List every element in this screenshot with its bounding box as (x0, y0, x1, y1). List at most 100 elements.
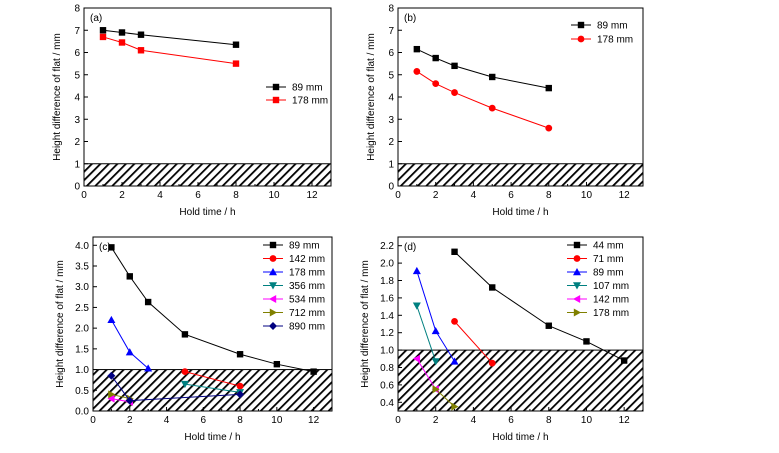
panel-d-ytick-label-3: 1.0 (380, 346, 394, 357)
panel-c-axes-frame (92, 236, 333, 412)
panel-b-xtick-label-6: 12 (619, 190, 631, 201)
panel-d-ytick-label-0: 0.4 (380, 398, 394, 409)
panel-b-series-89mm-marker-3 (489, 73, 496, 81)
panel-b-legend-178mm-text: 178 mm (597, 35, 633, 46)
panel-b-xtick-label-2: 4 (471, 190, 477, 201)
panel-a-legend-89mm-text: 89 mm (292, 83, 323, 94)
panel-d-ytick-label-8: 2.0 (380, 259, 394, 270)
panel-a-series-89mm-marker-0 (99, 27, 107, 34)
panel-c-xtick-label-3: 6 (201, 415, 207, 426)
panel-c-ytick-label-7: 3.5 (75, 262, 89, 273)
panel-d-series-89mm-line (416, 270, 455, 362)
panel-d-series-178mm-marker-0 (432, 385, 440, 394)
panel-d-ytick-label-2: 0.8 (380, 363, 394, 374)
panel-c-series-142mm-marker-1 (236, 382, 244, 390)
panel-b-series-89mm-marker-0 (413, 45, 421, 53)
panel-b-ytick-label-6: 6 (388, 48, 394, 59)
panel-b-ytick-label-0: 0 (388, 182, 394, 193)
panel-d-series-44mm-marker-2 (545, 322, 552, 329)
panel-c-xtick-label-4: 8 (237, 415, 243, 426)
panel-c-xtick-label-2: 4 (164, 415, 170, 426)
panel-c-series-89mm-marker-6 (310, 368, 317, 375)
panel-c-series-178mm-marker-1 (125, 348, 134, 356)
panel-d-ytick-label-9: 2.2 (380, 241, 394, 252)
panel-d-series-178mm-marker-1 (451, 402, 459, 411)
panel-d-xtick-label-3: 6 (508, 415, 514, 426)
panel-d-legend-142mm-text: 142 mm (593, 295, 629, 306)
panel-d-legend-107mm-text: 107 mm (593, 281, 629, 292)
panel-d-xtick-label-2: 4 (471, 415, 477, 426)
panel-a-series-178mm-marker-0 (99, 33, 107, 41)
panel-a-ytick-label-5: 5 (74, 70, 80, 81)
panel-d-ytick-label-5: 1.4 (380, 311, 394, 322)
panel-c-hatched-band (92, 369, 333, 412)
panel-a-xtick-label-1: 2 (119, 190, 125, 201)
panel-c-legend-178mm-text: 178 mm (289, 268, 325, 279)
panel-c-legend-356mm-marker-0 (269, 282, 277, 290)
panel-b-ytick-label-7: 7 (388, 26, 394, 37)
panel-b-hatched-band (397, 163, 644, 187)
panel-d-series-107mm-marker-1 (431, 358, 440, 366)
panel-b-ytick-label-8: 8 (388, 4, 394, 15)
panel-a-xtick-label-0: 0 (81, 190, 87, 201)
panel-d-ylabel: Height difference of flat / mm (360, 260, 371, 388)
panel-d-series-44mm-marker-1 (489, 284, 496, 291)
panel-c-series-142mm-marker-0 (181, 368, 189, 376)
panel-a-ytick-label-1: 1 (74, 159, 80, 170)
panel-c-legend-142mm-marker-0 (269, 255, 277, 262)
panel-c-legend-89mm-marker-0 (269, 241, 277, 249)
panel-b-series-89mm-marker-2 (451, 62, 458, 70)
panel-c-ytick-label-1: 0.5 (75, 386, 89, 397)
panel-a-xtick-label-6: 12 (306, 190, 318, 201)
panel-c-xtick-label-1: 2 (127, 415, 133, 426)
panel-a-hatched-band (83, 163, 332, 187)
panel-a-series-178mm-marker-3 (232, 60, 240, 67)
panel-c-legend-356mm-text: 356 mm (289, 281, 325, 292)
panel-c-ytick-label-8: 4.0 (75, 241, 89, 252)
panel-b-series-178mm-marker-3 (488, 104, 496, 112)
panel-d-ytick-label-4: 1.2 (380, 328, 394, 339)
panel-c-series-89mm-marker-1 (126, 273, 133, 280)
panel-d-ytick-label-1: 0.6 (380, 380, 394, 391)
panel-a-legend-89mm-marker-0 (272, 83, 280, 91)
panel-d-legend-178mm-text: 178 mm (593, 308, 629, 319)
panel-b-xtick-label-0: 0 (395, 190, 401, 201)
panel-b-legend-89mm-marker-0 (577, 21, 585, 29)
panel-d-legend-89mm-marker-0 (573, 268, 581, 276)
panel-c-series-178mm-marker-2 (144, 364, 153, 372)
panel-c-series-89mm-marker-0 (108, 244, 115, 251)
panel-a-ylabel: Height difference of flat / mm (52, 33, 63, 161)
panel-a-xtick-label-2: 4 (157, 190, 163, 201)
panel-d-series-89mm-marker-2 (450, 357, 459, 365)
panel-c-series-712mm-marker-0 (108, 390, 116, 399)
panel-a-series-89mm-marker-1 (118, 29, 126, 36)
panel-c-series-356mm-line (184, 383, 241, 393)
panel-d-xtick-label-6: 12 (619, 415, 631, 426)
panel-a-legend-178mm-marker-0 (272, 96, 280, 104)
panel-c-series-890mm-marker-2 (236, 390, 245, 399)
panel-c-ytick-label-5: 2.5 (75, 303, 89, 314)
panel-b-xtick-label-1: 2 (433, 190, 439, 201)
panel-b-series-178mm-marker-2 (451, 89, 458, 96)
panel-c-ytick-label-2: 1.0 (75, 365, 89, 376)
panel-d-legend-89mm-text: 89 mm (593, 268, 624, 279)
panel-b-legend-178mm-marker-0 (577, 35, 585, 43)
panel-c-legend-142mm-text: 142 mm (289, 254, 325, 265)
panel-c-ytick-label-3: 1.5 (75, 344, 89, 355)
panel-a-ytick-label-8: 8 (74, 4, 80, 15)
panel-b-ytick-label-1: 1 (388, 159, 394, 170)
panel-c-series-356mm-marker-0 (180, 380, 189, 389)
panel-b-series-178mm-marker-4 (545, 124, 553, 132)
panel-c-xtick-label-6: 12 (308, 415, 320, 426)
panel-a-series-178mm-marker-2 (137, 47, 145, 54)
panel-c-legend-712mm-text: 712 mm (289, 308, 325, 319)
panel-c-legend-712mm-marker-0 (269, 308, 277, 317)
panel-c-series-142mm-line (184, 371, 241, 387)
panel-b-ytick-label-5: 5 (388, 70, 394, 81)
panel-b-series-178mm-marker-1 (432, 80, 440, 88)
panel-b-legend-89mm-text: 89 mm (597, 21, 628, 32)
panel-b-series-178mm-marker-0 (413, 68, 421, 75)
panel-c-legend-178mm-marker-0 (269, 268, 277, 276)
